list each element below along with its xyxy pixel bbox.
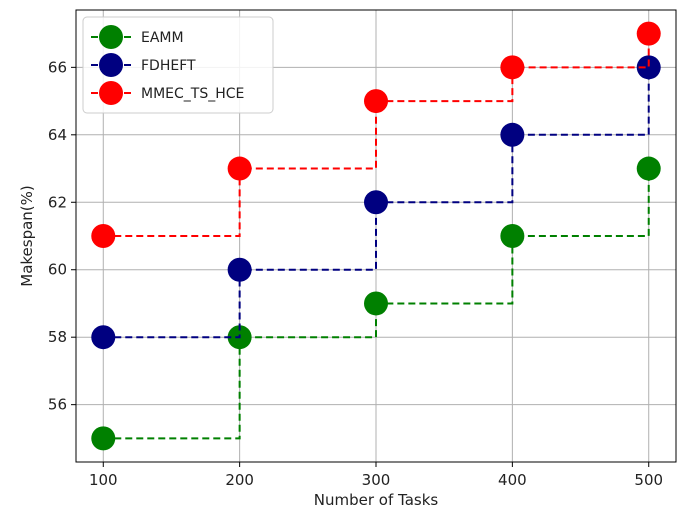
data-point-mmec_ts_hce	[227, 156, 252, 181]
series-layer	[91, 21, 661, 451]
legend-marker	[99, 81, 123, 105]
x-axis-label: Number of Tasks	[314, 491, 439, 509]
data-point-fdheft	[91, 325, 116, 350]
legend-label: MMEC_TS_HCE	[141, 86, 244, 102]
data-point-eamm	[91, 426, 116, 451]
data-point-eamm	[636, 156, 661, 181]
data-point-fdheft	[636, 55, 661, 80]
y-tick-label: 60	[48, 261, 67, 279]
y-tick-label: 58	[48, 328, 67, 346]
x-tick-label: 100	[89, 471, 118, 489]
data-point-eamm	[500, 224, 525, 248]
y-tick-label: 56	[48, 396, 67, 414]
y-tick-label: 64	[48, 126, 67, 144]
x-tick-label: 500	[634, 471, 663, 489]
x-tick-label: 200	[225, 471, 254, 489]
y-tick-label: 62	[48, 193, 67, 211]
legend: EAMM FDHEFT MMEC_TS_HCE	[82, 16, 274, 114]
legend-marker	[99, 25, 123, 49]
data-point-mmec_ts_hce	[636, 21, 661, 46]
ticks: 100 200 300 400 500 56 58 60 62 64 66	[48, 58, 663, 489]
data-point-fdheft	[500, 122, 525, 147]
legend-box	[82, 16, 274, 114]
x-tick-label: 300	[362, 471, 391, 489]
data-point-mmec_ts_hce	[500, 55, 525, 80]
data-point-fdheft	[364, 190, 388, 215]
legend-label: EAMM	[141, 30, 184, 46]
legend-label: FDHEFT	[141, 58, 196, 74]
data-point-fdheft	[227, 257, 252, 282]
data-point-mmec_ts_hce	[364, 89, 388, 114]
y-tick-label: 66	[48, 58, 67, 76]
data-point-eamm	[364, 291, 388, 316]
y-axis-label: Makespan(%)	[18, 185, 36, 287]
x-tick-label: 400	[498, 471, 527, 489]
data-point-mmec_ts_hce	[91, 224, 116, 248]
legend-marker	[99, 53, 123, 77]
